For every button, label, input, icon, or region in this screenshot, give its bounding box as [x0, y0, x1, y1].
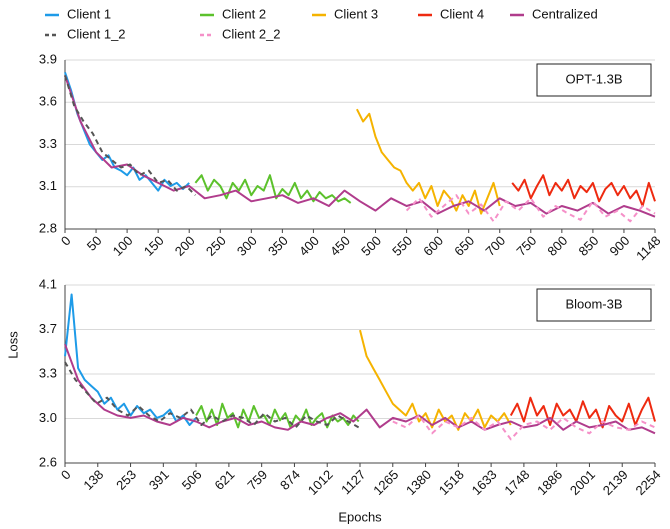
y-tick-label: 4.1: [39, 276, 57, 291]
series-line: [405, 194, 656, 223]
x-tick-label: 253: [113, 467, 139, 493]
x-tick-label: 1518: [436, 467, 467, 498]
series-line: [64, 75, 197, 196]
series-line: [194, 174, 352, 204]
x-tick-label: 1148: [633, 233, 663, 263]
x-tick-label: 250: [203, 233, 229, 259]
y-axis-label: Loss: [5, 331, 20, 359]
y-tick-label: 3.3: [39, 136, 57, 151]
x-tick-label: 150: [141, 233, 167, 259]
series-line: [195, 402, 360, 429]
series-line: [64, 293, 197, 426]
legend-label: Client 2: [222, 6, 266, 21]
x-tick-label: 391: [146, 467, 172, 493]
x-tick-label: 400: [296, 233, 322, 259]
x-tick-label: 500: [358, 233, 384, 259]
x-tick-label: 1748: [501, 467, 532, 498]
x-tick-label: 621: [211, 467, 237, 493]
y-tick-label: 3.9: [39, 51, 57, 66]
x-tick-label: 1633: [469, 467, 500, 498]
series-line: [64, 361, 360, 429]
x-tick-label: 0: [58, 233, 74, 249]
x-tick-label: 1886: [534, 467, 565, 498]
x-tick-label: 350: [265, 233, 291, 259]
x-tick-label: 759: [244, 467, 270, 493]
x-tick-label: 550: [389, 233, 415, 259]
y-tick-label: 3.0: [39, 410, 57, 425]
y-tick-label: 3.6: [39, 94, 57, 109]
series-line: [392, 414, 656, 441]
x-tick-label: 138: [80, 467, 106, 493]
annotation: Bloom-3B: [565, 296, 622, 311]
legend-label: Client 1: [67, 6, 111, 21]
legend-label: Client 3: [334, 6, 378, 21]
legend-label: Client 4: [440, 6, 484, 21]
series-line: [356, 108, 501, 215]
x-tick-label: 300: [234, 233, 260, 259]
legend-label: Client 1_2: [67, 26, 126, 41]
series-line: [509, 396, 656, 429]
series-line: [511, 174, 656, 207]
legend-label: Centralized: [532, 6, 598, 21]
y-tick-label: 3.3: [39, 365, 57, 380]
y-tick-label: 2.6: [39, 454, 57, 469]
annotation-box: [536, 63, 652, 97]
series-line: [64, 75, 656, 218]
x-tick-label: 874: [277, 467, 303, 493]
annotation: OPT-1.3B: [565, 71, 622, 86]
x-tick-label: 800: [544, 233, 570, 259]
series-line: [64, 343, 656, 435]
x-tick-label: 506: [179, 467, 205, 493]
legend-label: Client 2_2: [222, 26, 281, 41]
x-tick-label: 700: [482, 233, 508, 259]
x-tick-label: 100: [110, 233, 136, 259]
x-tick-label: 1380: [403, 467, 434, 498]
x-tick-label: 1265: [370, 467, 401, 498]
annotation-box: [536, 288, 652, 322]
x-tick-label: 1127: [338, 467, 368, 497]
x-tick-label: 2001: [567, 467, 598, 498]
y-tick-label: 3.7: [39, 321, 57, 336]
y-tick-label: 2.8: [39, 220, 57, 235]
y-tick-label: 3.1: [39, 178, 57, 193]
x-tick-label: 600: [420, 233, 446, 259]
x-tick-label: 200: [172, 233, 198, 259]
x-axis-label: Epochs: [338, 509, 382, 524]
series-line: [359, 329, 512, 431]
x-tick-label: 50: [84, 233, 105, 254]
x-tick-label: 650: [451, 233, 477, 259]
series-line: [64, 71, 190, 192]
x-tick-label: 2139: [600, 467, 631, 498]
x-tick-label: 2254: [632, 467, 663, 498]
x-tick-label: 900: [607, 233, 633, 259]
x-tick-label: 0: [58, 467, 74, 483]
x-tick-label: 450: [327, 233, 353, 259]
x-tick-label: 750: [513, 233, 539, 259]
x-tick-label: 1012: [305, 467, 336, 498]
x-tick-label: 850: [575, 233, 601, 259]
